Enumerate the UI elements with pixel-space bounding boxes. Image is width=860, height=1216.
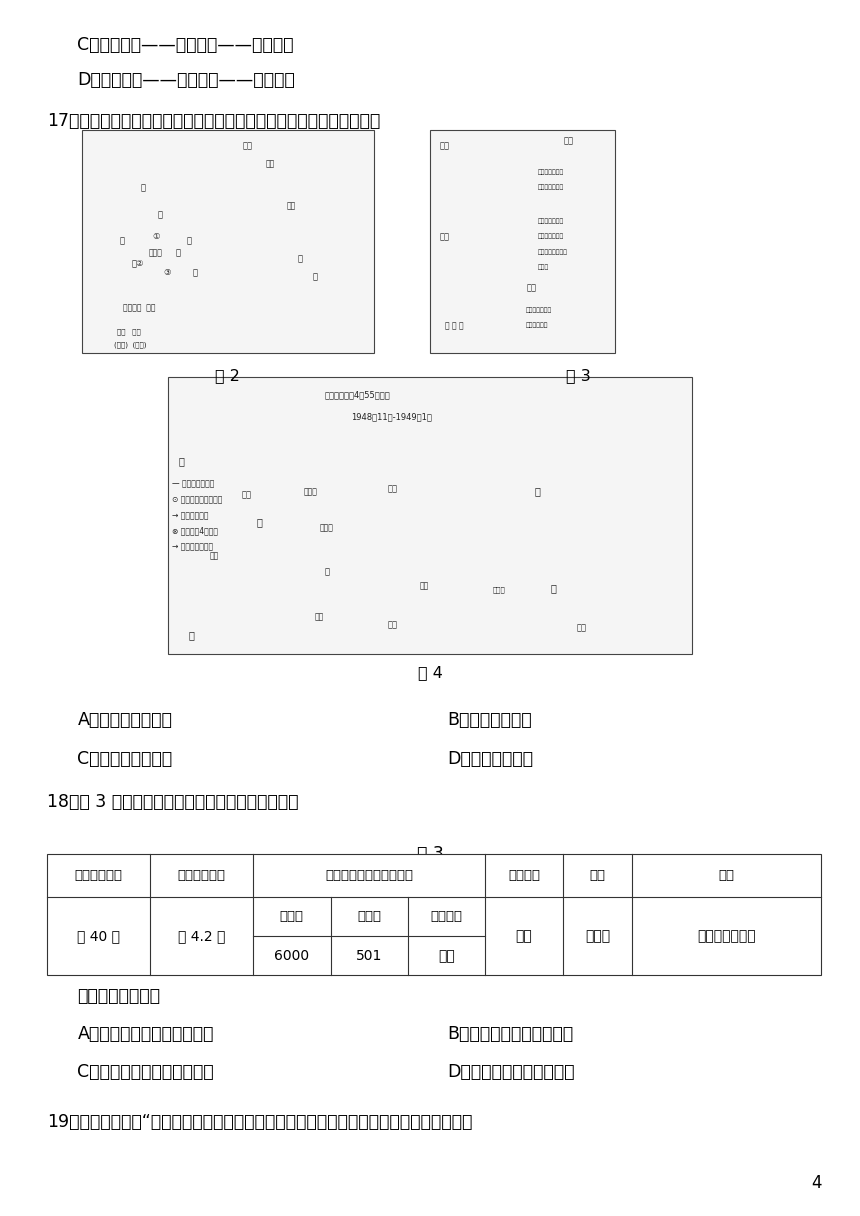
Text: 河: 河	[157, 210, 163, 219]
Text: 据此可知雅典民主: 据此可知雅典民主	[77, 987, 161, 1006]
Bar	[47, 854, 821, 975]
Text: C．黄埔军校——西安事变——南昌起义: C．黄埔军校——西安事变——南昌起义	[77, 36, 294, 55]
Text: 审判员: 审判员	[357, 911, 381, 923]
Text: 双堆集: 双堆集	[320, 523, 334, 533]
Text: 产生方式: 产生方式	[431, 911, 463, 923]
Text: 根据地: 根据地	[538, 265, 549, 270]
Text: 黄: 黄	[140, 184, 145, 192]
Text: A．体现了广泛代表性的特点: A．体现了广泛代表性的特点	[77, 1025, 214, 1043]
Text: 徐州: 徐州	[388, 484, 398, 494]
Text: 长: 长	[120, 237, 125, 246]
Text: 陪审、审判人员产生方式: 陪审、审判人员产生方式	[325, 869, 414, 882]
Text: B．调动了公民的参政热情: B．调动了公民的参政热情	[447, 1025, 574, 1043]
Text: 雅典人口总数: 雅典人口总数	[75, 869, 123, 882]
Text: 图 4: 图 4	[418, 665, 442, 680]
Text: 18．表 3 是一组关于雅典判处苏格拉底死刑的材料: 18．表 3 是一组关于雅典判处苏格拉底死刑的材料	[47, 793, 298, 811]
Text: 孙: 孙	[187, 237, 192, 246]
Text: 丰革命根据地: 丰革命根据地	[526, 322, 549, 328]
Text: 图 3: 图 3	[566, 368, 590, 383]
Text: 1948年11月-1949年1月: 1948年11月-1949年1月	[351, 412, 433, 421]
Text: ③: ③	[163, 268, 171, 277]
Text: 国民政: 国民政	[493, 586, 506, 593]
Text: 瑞金: 瑞金	[439, 232, 449, 241]
Text: 4: 4	[812, 1173, 822, 1192]
Text: 传: 传	[175, 248, 181, 257]
Text: 6000: 6000	[274, 948, 310, 963]
Text: 彭德怀建立海陆: 彭德怀建立海陆	[526, 306, 552, 313]
Text: 举手: 举手	[516, 929, 532, 944]
Text: 地，成为中央革命: 地，成为中央革命	[538, 249, 568, 254]
Text: 毛泽东、朱德建: 毛泽东、朱德建	[538, 218, 563, 224]
Text: 开封: 开封	[241, 490, 251, 499]
Text: 浙赣革命根据地: 浙赣革命根据地	[538, 185, 563, 190]
Text: 南京: 南京	[388, 620, 398, 629]
Text: 渤海: 渤海	[266, 159, 275, 168]
Text: 苏: 苏	[550, 584, 556, 593]
Text: 安: 安	[325, 568, 330, 576]
Text: 澳门   香港: 澳门 香港	[117, 328, 140, 334]
Text: 501: 501	[356, 948, 383, 963]
Bar	[430, 130, 615, 353]
Text: D．保障了公民的言论自由: D．保障了公民的言论自由	[447, 1063, 574, 1081]
Text: (葡占)  (英占): (葡占) (英占)	[114, 342, 146, 348]
Text: 慢神与蜂惑青年: 慢神与蜂惑青年	[697, 929, 756, 944]
Text: 陈官庄: 陈官庄	[304, 488, 318, 496]
Text: C．明显具有原始民主的特征: C．明显具有原始民主的特征	[77, 1063, 214, 1081]
Text: 罪名: 罪名	[719, 869, 735, 882]
Text: 北京: 北京	[243, 141, 253, 150]
Text: 黄海: 黄海	[286, 201, 296, 210]
Bar	[168, 377, 692, 654]
Text: 约 40 万: 约 40 万	[77, 929, 120, 944]
Text: 立赣西革命根据: 立赣西革命根据	[538, 233, 563, 240]
Text: 19．伯里克利说：“我们服从法律本身，特别是那些保护被压迫者的法律，那些虽未写成文: 19．伯里克利说：“我们服从法律本身，特别是那些保护被压迫者的法律，那些虽未写成…	[47, 1113, 473, 1131]
Text: 江②: 江②	[132, 259, 144, 268]
Text: 南: 南	[257, 517, 263, 527]
Text: B．推翻清朝统治: B．推翻清朝统治	[447, 711, 531, 730]
Text: 海: 海	[313, 272, 317, 281]
Text: 合肥: 合肥	[315, 612, 324, 621]
Text: → 敌军增援方向: → 敌军增援方向	[172, 511, 208, 520]
Text: 表 3: 表 3	[416, 845, 444, 863]
Text: 南昌: 南昌	[439, 141, 449, 150]
Text: ⊙ 敌军起义、投诚地区: ⊙ 敌军起义、投诚地区	[172, 495, 223, 505]
Text: D．五四运动——秋收起义——西安事变: D．五四运动——秋收起义——西安事变	[77, 71, 295, 89]
Text: 图 2: 图 2	[216, 368, 240, 383]
Bar	[82, 130, 374, 353]
Text: ⊗ 解放军欧4敌地域: ⊗ 解放军欧4敌地域	[172, 527, 218, 536]
Text: 程序: 程序	[590, 869, 605, 882]
Text: — 解放军阻击地区: — 解放军阻击地区	[172, 479, 214, 489]
Text: C．新民主主义革命: C．新民主主义革命	[77, 750, 173, 769]
Text: ①: ①	[152, 232, 159, 241]
Text: 江: 江	[535, 486, 541, 496]
Text: 蚌埠: 蚌埠	[420, 581, 429, 591]
Text: 三海: 三海	[563, 136, 573, 146]
Text: 日占: 日占	[526, 283, 536, 293]
Text: 方: 方	[193, 268, 198, 277]
Text: D．推翻国民政府: D．推翻国民政府	[447, 750, 533, 769]
Text: 雅典公民总数: 雅典公民总数	[178, 869, 225, 882]
Text: 徽: 徽	[188, 630, 194, 641]
Text: 17．据以下大型历史图片展览，推断这次展览所反映的历史发展主题是: 17．据以下大型历史图片展览，推断这次展览所反映的历史发展主题是	[47, 112, 380, 130]
Text: 吴佩孚: 吴佩孚	[149, 248, 163, 257]
Text: 抄签: 抄签	[439, 948, 455, 963]
Text: 陪审员: 陪审员	[280, 911, 304, 923]
Text: 约 4.2 万: 约 4.2 万	[178, 929, 225, 944]
Text: 上海: 上海	[577, 623, 587, 632]
Text: 砀山: 砀山	[210, 551, 219, 559]
Text: 一审制: 一审制	[585, 929, 611, 944]
Text: 表决方式: 表决方式	[508, 869, 540, 882]
Text: 方志敏等建立闽: 方志敏等建立闽	[538, 169, 563, 175]
Text: 河: 河	[178, 456, 184, 466]
Text: 南 三 海: 南 三 海	[445, 321, 464, 331]
Text: 国民政府  广州: 国民政府 广州	[123, 304, 155, 313]
Text: A．旧民主主义革命: A．旧民主主义革命	[77, 711, 172, 730]
Text: 东: 东	[298, 254, 303, 264]
Text: → 解放军进攻方向: → 解放军进攻方向	[172, 542, 213, 552]
Text: 淮海战役共欧4敔55万余人: 淮海战役共欧4敔55万余人	[325, 390, 390, 399]
